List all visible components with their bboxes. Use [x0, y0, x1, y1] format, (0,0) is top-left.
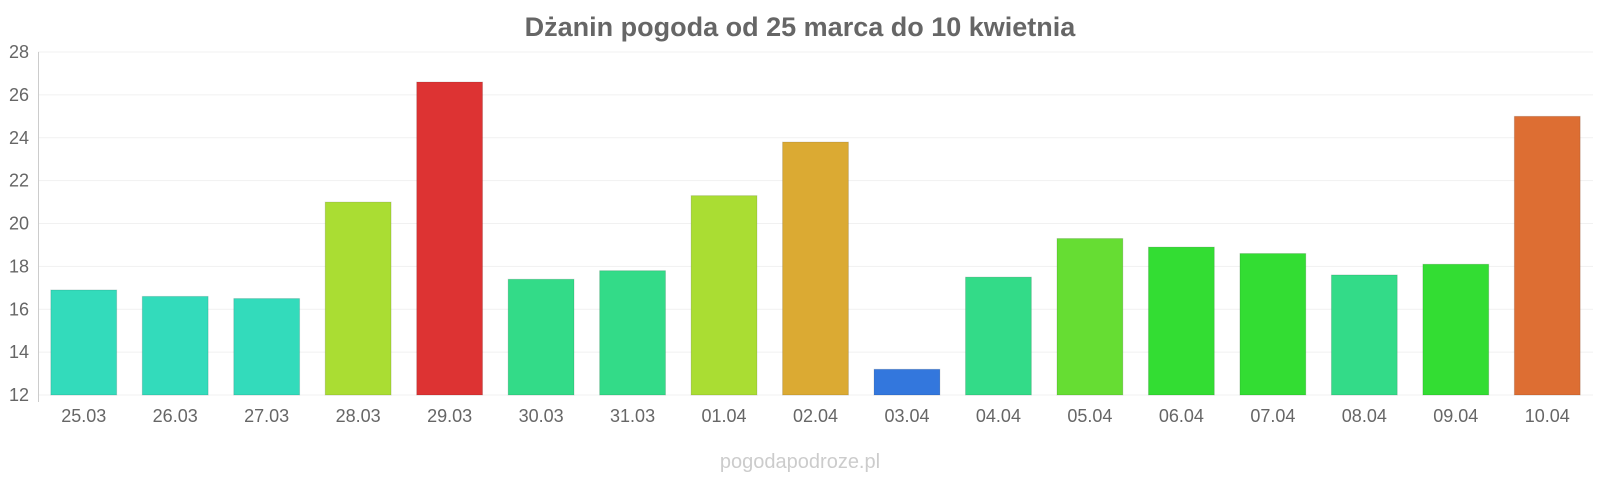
chart-title: Dżanin pogoda od 25 marca do 10 kwietnia	[525, 12, 1077, 42]
bar-01.04	[690, 195, 758, 396]
bar-30.03	[507, 278, 575, 396]
bar-05.04	[1056, 238, 1124, 396]
x-tick-label: 08.04	[1342, 406, 1387, 426]
bar-28.03	[324, 201, 392, 396]
watermark: pogodapodroze.pl	[720, 451, 880, 473]
x-tick-label: 26.03	[153, 406, 198, 426]
y-tick-label: 18	[9, 256, 29, 276]
y-tick-label: 26	[9, 85, 29, 105]
y-tick-label: 24	[9, 128, 29, 148]
y-tick-label: 14	[9, 342, 29, 362]
y-tick-label: 16	[9, 299, 29, 319]
bar-27.03	[233, 298, 301, 396]
x-tick-label: 30.03	[519, 406, 564, 426]
bar-29.03	[416, 81, 484, 396]
bar-06.04	[1147, 246, 1215, 396]
x-tick-label: 28.03	[336, 406, 381, 426]
x-tick-label: 27.03	[244, 406, 289, 426]
x-tick-label: 07.04	[1250, 406, 1295, 426]
bar-07.04	[1239, 253, 1307, 396]
x-tick-label: 31.03	[610, 406, 655, 426]
bar-25.03	[50, 289, 118, 396]
y-axis-ticks: 12 14 16 18 20 22 24 26 28	[9, 42, 29, 405]
y-tick-label: 20	[9, 214, 29, 234]
x-tick-label: 09.04	[1433, 406, 1478, 426]
x-tick-label: 06.04	[1159, 406, 1204, 426]
bar-08.04	[1330, 274, 1398, 396]
x-axis-ticks: 25.03 26.03 27.03 28.03 29.03 30.03 31.03 01.04…	[61, 406, 1570, 426]
x-tick-label: 05.04	[1067, 406, 1112, 426]
x-tick-label: 29.03	[427, 406, 472, 426]
bar-31.03	[599, 270, 666, 396]
y-tick-label: 22	[9, 171, 29, 191]
x-tick-label: 03.04	[884, 406, 929, 426]
y-tick-label: 28	[9, 42, 29, 62]
x-tick-label: 25.03	[61, 406, 106, 426]
bar-03.04	[873, 368, 941, 396]
bar-26.03	[141, 295, 209, 396]
bar-10.04	[1513, 115, 1581, 396]
y-tick-label: 12	[9, 385, 29, 405]
bars	[50, 81, 1581, 396]
x-tick-label: 02.04	[793, 406, 838, 426]
bar-04.04	[965, 276, 1032, 396]
bar-02.04	[782, 141, 849, 396]
x-tick-label: 01.04	[702, 406, 747, 426]
bar-09.04	[1422, 263, 1490, 396]
x-tick-label: 10.04	[1525, 406, 1570, 426]
x-tick-label: 04.04	[976, 406, 1021, 426]
